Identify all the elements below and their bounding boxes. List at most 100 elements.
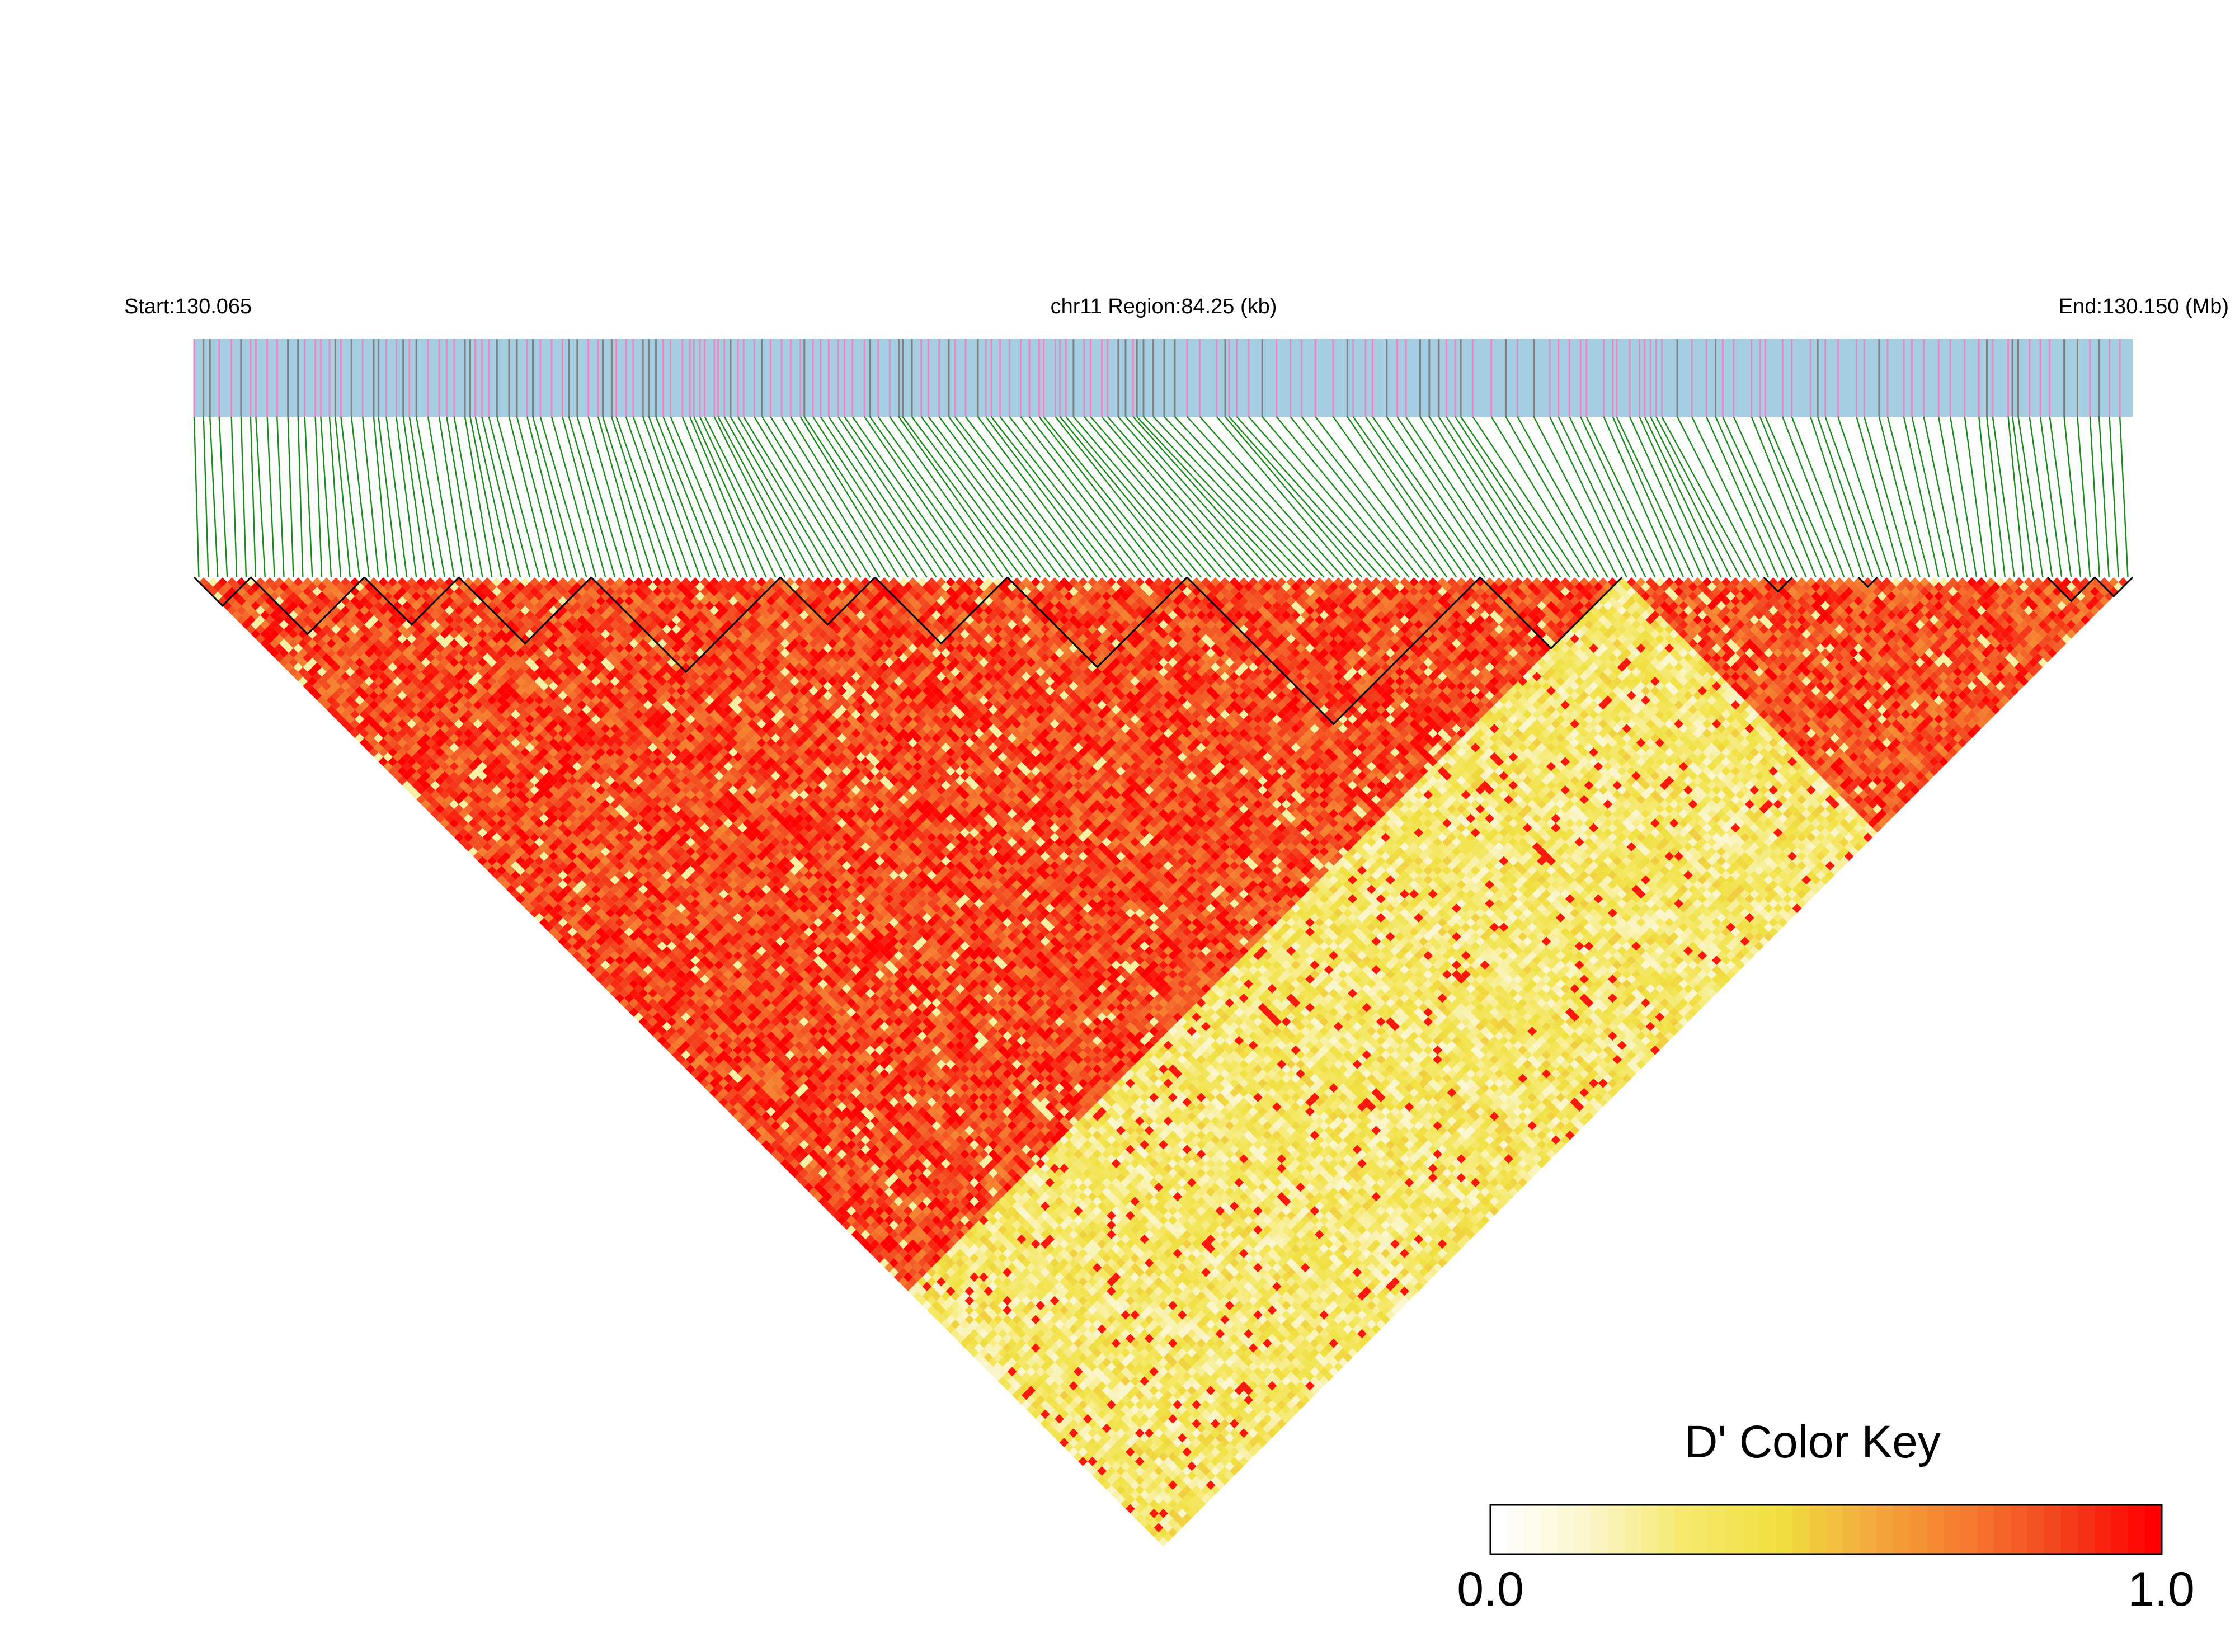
ld-cell xyxy=(945,1286,956,1296)
ld-cell xyxy=(1163,1532,1173,1542)
ld-cell xyxy=(416,738,426,748)
ld-cell xyxy=(487,827,497,837)
ld-cell xyxy=(1116,1447,1126,1457)
ld-cell xyxy=(591,903,601,914)
ld-cell xyxy=(1064,1386,1074,1396)
ld-cell xyxy=(255,605,265,615)
snp-connector-line xyxy=(1706,416,1779,578)
ld-cell xyxy=(492,870,502,880)
ld-cell xyxy=(676,1045,686,1055)
ld-cell xyxy=(931,1291,942,1301)
snp-connector-line xyxy=(488,416,531,578)
ld-cell xyxy=(908,1220,918,1230)
ld-cell xyxy=(345,667,355,677)
ld-cell xyxy=(426,757,436,767)
snp-connector-line xyxy=(1612,416,1685,578)
ld-cell xyxy=(761,1111,771,1121)
snp-connector-line xyxy=(611,416,663,578)
ld-cell xyxy=(378,681,388,691)
snp-connector-line xyxy=(803,416,909,578)
ld-cell xyxy=(808,1149,818,1159)
ld-cell xyxy=(473,804,483,814)
ld-cell xyxy=(775,1097,785,1107)
ld-cell xyxy=(893,1272,904,1282)
ld-cell xyxy=(690,1012,700,1022)
snp-connector-line xyxy=(837,416,947,578)
snp-connector-line xyxy=(1125,416,1268,578)
ld-cell xyxy=(799,1149,809,1159)
ld-cell xyxy=(846,1168,857,1178)
ld-cell xyxy=(728,1069,738,1079)
snp-connector-line xyxy=(1438,416,1542,578)
ld-cell xyxy=(378,719,388,729)
ld-cell xyxy=(1102,1452,1112,1462)
snp-track xyxy=(193,339,2133,417)
ld-cell xyxy=(870,1182,880,1192)
snp-connector-line xyxy=(1372,416,1486,578)
snp-connector-line xyxy=(2063,416,2082,578)
ld-cell xyxy=(955,1267,965,1277)
snp-connector-line xyxy=(1751,416,1817,578)
ld-cell xyxy=(591,894,601,904)
ld-cell xyxy=(364,733,374,743)
ld-cell xyxy=(667,1008,677,1017)
ld-cell xyxy=(355,686,365,696)
ld-cell xyxy=(340,690,350,700)
ld-cell xyxy=(317,638,327,648)
snp-connector-line xyxy=(2049,416,2072,578)
ld-cell xyxy=(945,1315,956,1325)
ld-cell xyxy=(530,879,539,889)
ld-cell xyxy=(515,856,525,866)
snp-connector-line xyxy=(230,416,238,578)
ld-cell xyxy=(473,794,483,804)
ld-cell xyxy=(752,1074,762,1084)
ld-cell xyxy=(345,723,355,733)
ld-cell xyxy=(808,1121,818,1131)
ld-cell xyxy=(525,837,535,847)
ld-cell xyxy=(525,894,535,904)
ld-cell xyxy=(1017,1376,1027,1386)
ld-cell xyxy=(922,1234,932,1244)
ld-cell xyxy=(468,771,478,781)
ld-cell xyxy=(667,998,677,1008)
ld-cell xyxy=(737,1069,747,1079)
ld-cell xyxy=(922,1272,932,1282)
ld-cell xyxy=(1144,1504,1154,1514)
ld-cell xyxy=(397,775,407,785)
ld-cell xyxy=(582,931,591,942)
ld-cell xyxy=(511,889,521,899)
ld-cell xyxy=(558,908,568,918)
snp-connector-line xyxy=(625,416,682,578)
ld-cell xyxy=(818,1140,828,1150)
snp-connector-line xyxy=(562,416,606,578)
ld-cell xyxy=(336,714,346,724)
ld-cell xyxy=(799,1130,809,1140)
snp-connector-line xyxy=(1065,416,1202,578)
ld-cell xyxy=(397,719,407,729)
ld-cell xyxy=(492,813,502,823)
ld-cell xyxy=(567,889,577,899)
ld-cell xyxy=(1144,1475,1154,1485)
snp-connector-line xyxy=(977,416,1098,578)
snp-connector-line xyxy=(587,416,635,578)
snp-connector-line xyxy=(1029,416,1155,578)
ld-cell xyxy=(539,870,549,880)
snp-connector-line xyxy=(1347,416,1457,578)
ld-cell xyxy=(1040,1371,1050,1381)
ld-cell xyxy=(761,1093,771,1103)
ld-cell xyxy=(553,922,563,932)
ld-cell xyxy=(397,766,407,776)
snp-connector-line xyxy=(2098,416,2110,578)
ld-cell xyxy=(714,1064,724,1074)
snp-connector-line xyxy=(770,416,871,578)
snp-connector-line xyxy=(869,416,985,578)
ld-cell xyxy=(970,1338,979,1348)
ld-cell xyxy=(303,643,313,653)
ld-cell xyxy=(860,1230,871,1240)
ld-cell xyxy=(430,809,440,819)
ld-cell xyxy=(374,676,384,686)
ld-cell xyxy=(955,1334,965,1344)
ld-cell xyxy=(1078,1428,1088,1438)
ld-cell xyxy=(463,804,473,814)
ld-cell xyxy=(978,1329,989,1339)
